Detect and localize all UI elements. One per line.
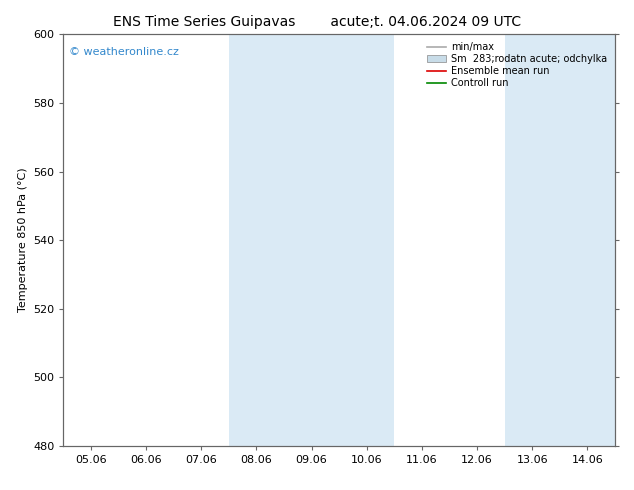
Bar	[229, 34, 394, 446]
Bar	[560, 34, 615, 446]
Y-axis label: Temperature 850 hPa (°C): Temperature 850 hPa (°C)	[18, 168, 27, 313]
Legend: min/max, Sm  283;rodatn acute; odchylka, Ensemble mean run, Controll run: min/max, Sm 283;rodatn acute; odchylka, …	[424, 39, 610, 91]
Bar	[505, 34, 560, 446]
Text: ENS Time Series Guipavas        acute;t. 04.06.2024 09 UTC: ENS Time Series Guipavas acute;t. 04.06.…	[113, 15, 521, 29]
Text: © weatheronline.cz: © weatheronline.cz	[69, 47, 179, 57]
